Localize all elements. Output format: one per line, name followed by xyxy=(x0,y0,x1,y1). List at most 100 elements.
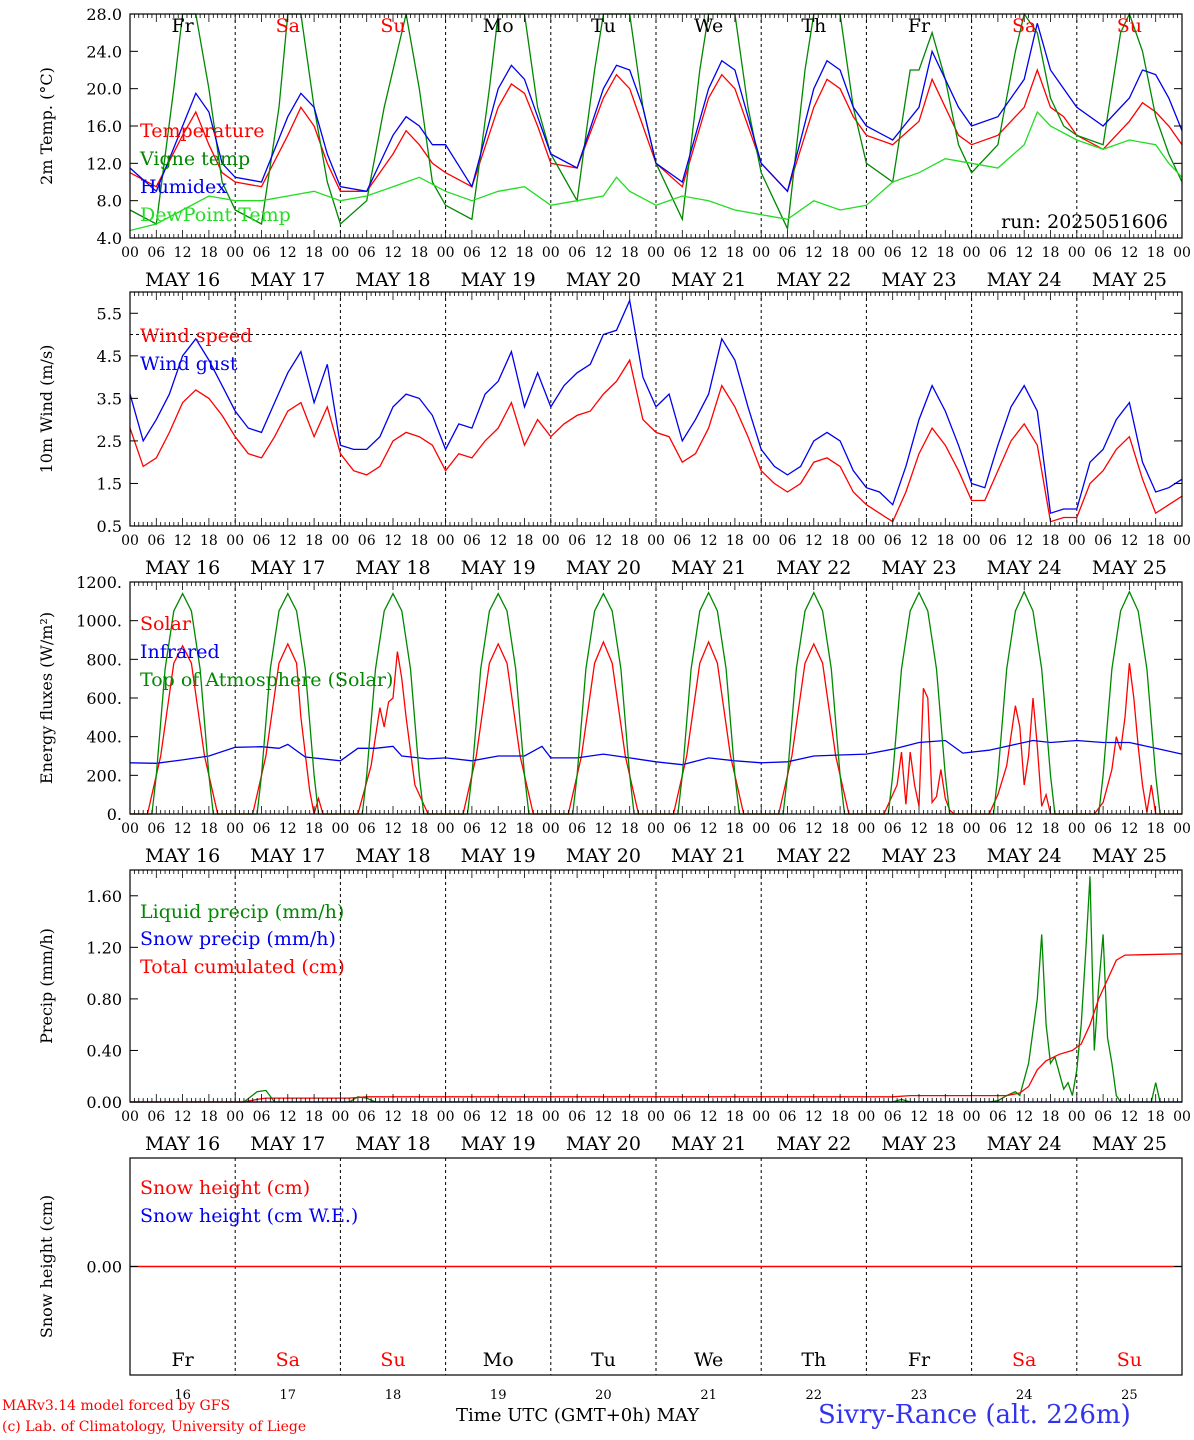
weekday-label: Fr xyxy=(908,15,931,37)
weekday-label: Fr xyxy=(171,15,194,37)
hour-label: 12 xyxy=(594,533,612,549)
hour-label: 06 xyxy=(1094,245,1112,261)
weekday-label: Fr xyxy=(171,1349,194,1371)
hour-label: 12 xyxy=(805,821,823,837)
hour-label: 12 xyxy=(1015,1109,1033,1125)
date-label: MAY 20 xyxy=(566,845,641,867)
y-tick-label: 0.80 xyxy=(86,990,122,1009)
y-tick-label: 20.0 xyxy=(86,80,122,99)
date-label: MAY 18 xyxy=(355,269,430,291)
date-label: MAY 24 xyxy=(987,1133,1062,1155)
hour-label: 06 xyxy=(884,245,902,261)
hour-label: 06 xyxy=(253,533,271,549)
hour-label: 18 xyxy=(305,245,323,261)
hour-label: 06 xyxy=(147,533,165,549)
hour-label: 12 xyxy=(279,1109,297,1125)
y-tick-label: 3.5 xyxy=(97,389,122,408)
date-label: MAY 25 xyxy=(1092,269,1167,291)
hour-label: 12 xyxy=(384,1109,402,1125)
hour-label: 12 xyxy=(279,533,297,549)
date-label: MAY 18 xyxy=(355,1133,430,1155)
weekday-label: Th xyxy=(801,1349,826,1371)
hour-label: 18 xyxy=(831,245,849,261)
date-label: MAY 16 xyxy=(145,845,220,867)
hour-label: 06 xyxy=(463,821,481,837)
day-number-label: 25 xyxy=(1121,1388,1138,1403)
hour-label: 06 xyxy=(673,1109,691,1125)
weekday-label: Sa xyxy=(1012,1349,1036,1371)
hour-label: 18 xyxy=(410,245,428,261)
hour-label: 06 xyxy=(253,1109,271,1125)
date-label: MAY 19 xyxy=(461,269,536,291)
hour-label: 18 xyxy=(200,533,218,549)
weekday-label: We xyxy=(694,15,723,37)
y-tick-label: 0. xyxy=(107,805,122,824)
hour-label: 06 xyxy=(1094,1109,1112,1125)
series-dewpoint-temp xyxy=(129,110,1183,232)
legend-snow-height-cm-w-e-: Snow height (cm W.E.) xyxy=(140,1205,358,1227)
hour-label: 06 xyxy=(568,245,586,261)
y-tick-label: 4.0 xyxy=(97,229,122,248)
hour-label: 00 xyxy=(121,533,139,549)
date-label: MAY 19 xyxy=(461,1133,536,1155)
hour-label: 00 xyxy=(1068,821,1086,837)
date-label: MAY 23 xyxy=(881,845,956,867)
hour-label: 00 xyxy=(857,1109,875,1125)
series-total-cumulated-cm- xyxy=(130,953,1183,1103)
day-number-label: 18 xyxy=(385,1388,402,1403)
hour-label: 12 xyxy=(594,245,612,261)
hour-label: 06 xyxy=(673,821,691,837)
hour-label: 12 xyxy=(279,245,297,261)
hour-label: 00 xyxy=(647,533,665,549)
hour-label: 06 xyxy=(989,1109,1007,1125)
hour-label: 06 xyxy=(147,821,165,837)
hour-label: 18 xyxy=(1042,245,1060,261)
date-label: MAY 25 xyxy=(1092,557,1167,579)
hour-label: 06 xyxy=(884,1109,902,1125)
hour-label: 00 xyxy=(226,245,244,261)
hour-label: 00 xyxy=(437,1109,455,1125)
date-label: MAY 17 xyxy=(250,845,325,867)
day-number-label: 16 xyxy=(174,1388,191,1403)
legend-top-of-atmosphere-solar-: Top of Atmosphere (Solar) xyxy=(140,669,393,691)
y-tick-label: 1.5 xyxy=(97,474,122,493)
date-label: MAY 24 xyxy=(987,845,1062,867)
y-tick-label: 0.00 xyxy=(86,1258,122,1277)
series-humidex xyxy=(129,23,1183,193)
date-label: MAY 22 xyxy=(776,1133,851,1155)
date-label: MAY 24 xyxy=(987,557,1062,579)
hour-label: 12 xyxy=(384,821,402,837)
panel-2: 0.5 1.5 2.5 3.5 4.5 5.5 10m Wind (m/s) Wind spe… xyxy=(37,291,1191,579)
y-tick-label: 2.5 xyxy=(97,432,122,451)
series-wind-gust xyxy=(129,298,1183,515)
hour-label: 18 xyxy=(831,821,849,837)
weekday-label: Su xyxy=(380,15,405,37)
hour-label: 12 xyxy=(1015,245,1033,261)
hour-label: 18 xyxy=(621,1109,639,1125)
hour-label: 12 xyxy=(174,245,192,261)
hour-label: 06 xyxy=(253,245,271,261)
y-tick-label: 1200. xyxy=(76,573,122,592)
y-axis-label: Precip (mm/h) xyxy=(37,928,56,1044)
legend-solar: Solar xyxy=(140,613,192,635)
legend-vigne-temp: Vigne temp xyxy=(139,148,250,170)
hour-label: 06 xyxy=(673,533,691,549)
hour-label: 18 xyxy=(726,1109,744,1125)
station-name: Sivry-Rance (alt. 226m) xyxy=(818,1400,1131,1430)
hour-label: 18 xyxy=(831,533,849,549)
hour-label: 12 xyxy=(1015,533,1033,549)
series-wind-speed xyxy=(129,358,1183,523)
hour-label: 18 xyxy=(1147,245,1165,261)
weekday-label: Su xyxy=(1117,15,1142,37)
date-label: MAY 17 xyxy=(250,269,325,291)
panel-1: 4.0 8.0 12.0 16.0 20.0 24.0 28.0 2m Temp. (°C) T… xyxy=(37,5,1191,291)
hour-label: 00 xyxy=(857,821,875,837)
weekday-label: Th xyxy=(801,15,826,37)
hour-label: 06 xyxy=(568,821,586,837)
hour-label: 18 xyxy=(516,1109,534,1125)
hour-label: 18 xyxy=(831,1109,849,1125)
hour-label: 00 xyxy=(226,821,244,837)
y-axis-label: Energy fluxes (W/m²) xyxy=(37,612,56,784)
y-tick-label: 28.0 xyxy=(86,5,122,24)
hour-label: 06 xyxy=(568,1109,586,1125)
